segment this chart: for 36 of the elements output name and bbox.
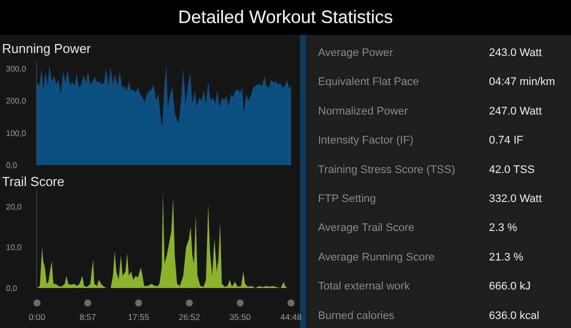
y-tick-label: 100,0 <box>6 128 27 138</box>
chart-title: Running Power <box>2 41 92 56</box>
y-tick-label: 200,0 <box>6 96 27 106</box>
text: 666.0 kJ <box>489 280 531 293</box>
y-tick-label: 0,0 <box>6 161 18 170</box>
y-tick-label: 20,0 <box>6 202 22 212</box>
text: Normalized Power <box>318 105 408 118</box>
text: Average Trail Score <box>318 222 414 234</box>
text: Total external work <box>318 280 410 293</box>
x-tick-label: 35:50 <box>230 312 252 322</box>
text: 332.0 Watt <box>489 193 542 205</box>
y-tick-label: 10,0 <box>6 243 22 252</box>
x-tick-label: 0:00 <box>28 312 46 322</box>
text: Equivalent Flat Pace <box>318 76 419 88</box>
text: Intensity Factor (IF) <box>318 134 414 147</box>
text: FTP Setting <box>318 193 376 205</box>
text: Average Running Score <box>318 251 435 264</box>
text: Burned calories <box>318 310 395 322</box>
text: 247.0 Watt <box>489 105 542 118</box>
text: Average Power <box>318 47 394 59</box>
text: Detailed Workout Statistics <box>178 7 393 27</box>
text: 04:47 min/km <box>489 76 556 88</box>
text: 243.0 Watt <box>489 47 542 59</box>
y-tick-label: 300,0 <box>6 64 27 74</box>
text: 42.0 TSS <box>489 164 535 176</box>
chart-title: Trail Score <box>2 174 64 189</box>
text: 0.74 IF <box>489 134 524 147</box>
text: Training Stress Score (TSS) <box>318 164 456 176</box>
x-tick-label: 8:57 <box>79 312 96 322</box>
text: 636.0 kcal <box>489 310 540 322</box>
x-tick-label: 26:52 <box>178 312 200 322</box>
text: 21.3 % <box>489 251 524 264</box>
y-tick-label: 0,0 <box>6 284 18 293</box>
text: 2.3 % <box>489 222 518 234</box>
x-tick-label: 44:48 <box>280 312 302 322</box>
x-tick-label: 17:55 <box>128 312 150 322</box>
